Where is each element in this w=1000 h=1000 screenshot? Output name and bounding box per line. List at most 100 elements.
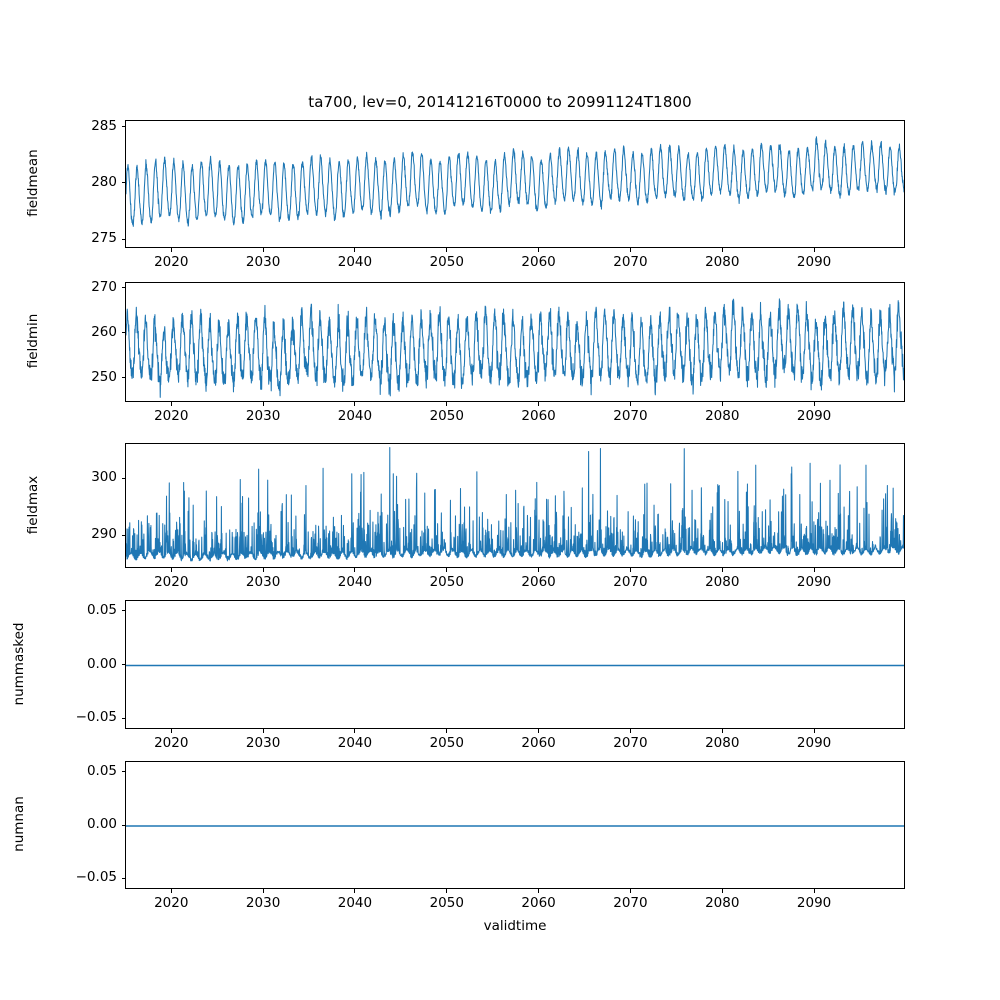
x-tick-label-numnan-3: 2050 <box>429 895 464 911</box>
x-tick-label-fieldmax-6: 2080 <box>705 574 740 590</box>
x-tick-label-fieldmin-4: 2060 <box>521 408 556 424</box>
x-tick-mark <box>813 889 815 893</box>
series-numnan <box>126 825 904 827</box>
series-nummasked <box>126 664 904 667</box>
y-tick-label-fieldmean-0: 275 <box>91 230 117 247</box>
x-tick-label-fieldmean-7: 2090 <box>796 254 832 270</box>
y-tick-mark <box>121 477 125 479</box>
x-tick-label-fieldmax-5: 2070 <box>613 574 648 590</box>
x-axis-label: validtime <box>483 918 547 934</box>
x-tick-mark <box>354 568 356 572</box>
x-tick-mark <box>354 248 356 252</box>
x-tick-mark <box>629 402 631 406</box>
x-tick-mark <box>354 729 356 733</box>
x-tick-label-numnan-5: 2070 <box>613 895 648 911</box>
y-tick-label-fieldmax-1: 300 <box>91 469 117 486</box>
x-tick-mark <box>813 402 815 406</box>
x-tick-label-nummasked-3: 2050 <box>429 735 464 751</box>
y-tick-mark <box>121 287 125 289</box>
y-tick-mark <box>121 332 125 334</box>
x-tick-label-fieldmean-3: 2050 <box>429 254 464 270</box>
x-tick-mark <box>446 889 448 893</box>
x-tick-mark <box>262 889 264 893</box>
y-tick-mark <box>121 182 125 184</box>
x-tick-label-fieldmin-0: 2020 <box>154 408 189 424</box>
x-tick-mark <box>446 568 448 572</box>
y-axis-label-fieldmax: fieldmax <box>25 475 41 534</box>
x-tick-label-numnan-4: 2060 <box>521 895 556 911</box>
x-tick-mark <box>262 568 264 572</box>
y-tick-label-nummasked-1: 0.00 <box>86 655 117 672</box>
x-tick-mark <box>721 402 723 406</box>
y-tick-mark <box>121 877 125 879</box>
x-tick-label-fieldmin-5: 2070 <box>613 408 648 424</box>
y-tick-mark <box>121 717 125 719</box>
x-tick-mark <box>170 568 172 572</box>
x-tick-label-fieldmax-3: 2050 <box>429 574 464 590</box>
y-axis-label-fieldmin: fieldmin <box>25 313 41 369</box>
y-tick-label-fieldmean-1: 280 <box>91 173 117 190</box>
x-tick-mark <box>813 568 815 572</box>
x-tick-mark <box>721 889 723 893</box>
y-tick-label-nummasked-0: −0.05 <box>75 709 117 726</box>
plot-panel-fieldmean <box>125 120 905 248</box>
x-tick-mark <box>538 729 540 733</box>
y-tick-label-numnan-1: 0.00 <box>86 816 117 832</box>
y-tick-label-fieldmin-0: 250 <box>91 368 117 385</box>
x-tick-mark <box>629 729 631 733</box>
plot-panel-fieldmin <box>125 282 905 402</box>
x-tick-label-fieldmax-0: 2020 <box>154 574 189 590</box>
x-tick-mark <box>538 568 540 572</box>
x-tick-label-numnan-2: 2040 <box>337 895 373 911</box>
x-tick-label-numnan-7: 2090 <box>796 895 832 911</box>
x-tick-mark <box>446 729 448 733</box>
series-fieldmax <box>126 447 904 562</box>
x-tick-mark <box>170 729 172 733</box>
x-tick-mark <box>813 248 815 252</box>
x-tick-mark <box>721 568 723 572</box>
x-tick-label-fieldmin-3: 2050 <box>429 408 464 424</box>
x-tick-label-nummasked-4: 2060 <box>521 735 556 751</box>
x-tick-label-nummasked-1: 2030 <box>245 735 281 751</box>
x-tick-mark <box>538 248 540 252</box>
y-axis-label-nummasked: nummasked <box>11 622 27 705</box>
x-tick-mark <box>629 248 631 252</box>
y-tick-mark <box>121 126 125 128</box>
x-tick-label-numnan-0: 2020 <box>154 895 189 911</box>
y-tick-mark <box>121 771 125 773</box>
x-tick-mark <box>170 402 172 406</box>
x-tick-mark <box>262 248 264 252</box>
y-tick-mark <box>121 534 125 536</box>
x-tick-label-fieldmin-7: 2090 <box>796 408 832 424</box>
x-tick-mark <box>354 889 356 893</box>
x-tick-mark <box>354 402 356 406</box>
x-tick-mark <box>721 729 723 733</box>
x-tick-mark <box>170 248 172 252</box>
y-tick-mark <box>121 664 125 666</box>
y-tick-mark <box>121 238 125 240</box>
plot-panel-fieldmax <box>125 443 905 568</box>
x-tick-label-nummasked-5: 2070 <box>613 735 648 751</box>
x-tick-label-fieldmax-4: 2060 <box>521 574 556 590</box>
x-tick-label-fieldmin-1: 2030 <box>245 408 281 424</box>
x-tick-label-nummasked-2: 2040 <box>337 735 373 751</box>
x-tick-label-fieldmax-1: 2030 <box>245 574 281 590</box>
y-tick-label-numnan-0: −0.05 <box>75 869 117 886</box>
x-tick-mark <box>446 402 448 406</box>
series-fieldmin <box>126 298 904 398</box>
x-tick-label-nummasked-7: 2090 <box>796 735 832 751</box>
y-tick-label-fieldmax-0: 290 <box>91 526 117 543</box>
y-tick-label-fieldmin-2: 270 <box>91 278 117 295</box>
x-tick-label-fieldmin-6: 2080 <box>705 408 740 424</box>
y-tick-label-numnan-2: 0.05 <box>86 762 117 779</box>
x-tick-label-fieldmean-4: 2060 <box>521 254 556 270</box>
x-tick-label-numnan-1: 2030 <box>245 895 281 911</box>
x-tick-mark <box>170 889 172 893</box>
x-tick-label-nummasked-6: 2080 <box>705 735 740 751</box>
x-tick-mark <box>538 402 540 406</box>
y-tick-label-fieldmin-1: 260 <box>91 323 117 340</box>
x-tick-label-numnan-6: 2080 <box>705 895 740 911</box>
x-tick-mark <box>262 402 264 406</box>
x-tick-mark <box>262 729 264 733</box>
x-tick-mark <box>629 889 631 893</box>
